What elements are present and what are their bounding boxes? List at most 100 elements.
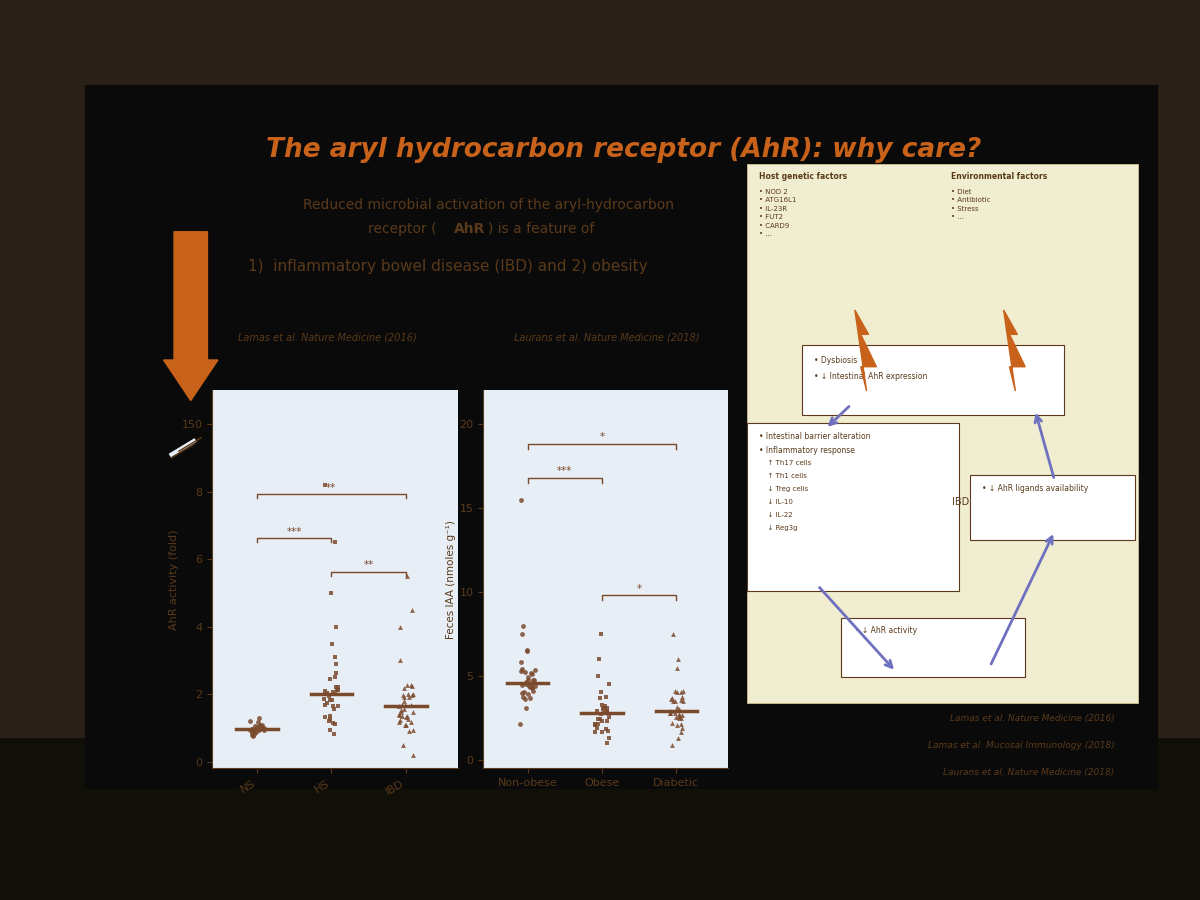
Text: receptor (: receptor ( — [368, 221, 437, 236]
Point — [389, 706, 408, 721]
Point — [518, 673, 538, 688]
Point — [588, 669, 607, 683]
Point — [326, 657, 346, 671]
Point — [242, 722, 262, 736]
Point — [515, 664, 534, 679]
Point — [598, 736, 617, 751]
Polygon shape — [1003, 310, 1025, 391]
FancyBboxPatch shape — [90, 90, 1152, 783]
Text: ***: *** — [557, 466, 572, 476]
Point — [396, 698, 415, 712]
Point — [667, 700, 686, 715]
Text: *: * — [600, 433, 605, 443]
Text: ) is a feature of: ) is a feature of — [488, 221, 595, 236]
Text: • Intestinal barrier alteration: • Intestinal barrier alteration — [758, 431, 870, 440]
Point — [511, 717, 530, 732]
Point — [586, 717, 605, 732]
Point — [670, 711, 689, 725]
Point — [400, 724, 419, 738]
Point — [320, 723, 340, 737]
Point — [662, 737, 682, 751]
Point — [325, 650, 344, 664]
FancyArrow shape — [163, 231, 218, 400]
Text: ***: *** — [287, 526, 302, 536]
Point — [598, 700, 617, 715]
Point — [320, 693, 340, 707]
Point — [526, 662, 545, 677]
Point — [595, 699, 614, 714]
Point — [240, 723, 259, 737]
Point — [662, 716, 682, 730]
Point — [251, 718, 270, 733]
Point — [672, 689, 691, 704]
Point — [241, 715, 260, 729]
Point — [326, 680, 346, 695]
Point — [596, 706, 616, 720]
Point — [593, 702, 612, 716]
Point — [395, 702, 414, 716]
Text: 1)  inflammatory bowel disease (IBD) and 2) obesity: 1) inflammatory bowel disease (IBD) and … — [248, 259, 648, 274]
Point — [662, 691, 682, 706]
Point — [324, 685, 343, 699]
Point — [250, 711, 269, 725]
Text: ↑ Th1 cells: ↑ Th1 cells — [763, 473, 806, 479]
Point — [403, 723, 422, 737]
Bar — [0, 738, 1200, 900]
Point — [391, 653, 410, 668]
Point — [518, 670, 538, 684]
Point — [324, 716, 343, 730]
Text: • ↓ AhR ligands availability: • ↓ AhR ligands availability — [982, 484, 1088, 493]
Text: • ↓ AhR activity: • ↓ AhR activity — [854, 626, 917, 635]
Point — [403, 748, 422, 762]
Point — [589, 652, 608, 666]
FancyBboxPatch shape — [841, 617, 1025, 677]
Point — [242, 722, 262, 736]
Point — [660, 706, 679, 720]
Point — [668, 685, 688, 699]
Point — [329, 680, 348, 694]
Y-axis label: AhR activity (fold): AhR activity (fold) — [169, 529, 179, 630]
Point — [322, 636, 341, 651]
Text: *: * — [637, 584, 642, 594]
Point — [592, 714, 611, 728]
Point — [316, 478, 335, 492]
Point — [389, 707, 408, 722]
Point — [320, 712, 340, 726]
Point — [395, 717, 414, 732]
Point — [590, 712, 610, 726]
Point — [511, 663, 530, 678]
Text: Lamas et al. Nature Medicine (2016): Lamas et al. Nature Medicine (2016) — [950, 715, 1115, 724]
Point — [514, 689, 533, 704]
Point — [673, 684, 692, 698]
Point — [325, 670, 344, 685]
Point — [324, 726, 343, 741]
Point — [670, 709, 689, 724]
Text: Reduced microbial activation of the aryl-hydrocarbon: Reduced microbial activation of the aryl… — [302, 198, 673, 212]
Point — [248, 715, 268, 729]
Point — [317, 697, 336, 711]
Point — [512, 662, 532, 676]
Text: ↑ Th17 cells: ↑ Th17 cells — [763, 460, 811, 466]
Point — [326, 665, 346, 680]
Text: The aryl hydrocarbon receptor (AhR): why care?: The aryl hydrocarbon receptor (AhR): why… — [266, 137, 982, 163]
Point — [242, 725, 262, 740]
Point — [672, 693, 691, 707]
Point — [400, 690, 419, 705]
Point — [522, 666, 541, 680]
FancyBboxPatch shape — [971, 475, 1135, 539]
Point — [397, 709, 416, 724]
Point — [596, 690, 616, 705]
Point — [390, 713, 409, 727]
Point — [594, 706, 613, 721]
Point — [600, 677, 619, 691]
Point — [664, 694, 683, 708]
Point — [515, 691, 534, 706]
Text: Laurans et al. Nature Medicine (2018): Laurans et al. Nature Medicine (2018) — [515, 333, 700, 343]
Point — [248, 723, 268, 737]
Point — [518, 643, 538, 657]
Text: AhR: AhR — [454, 221, 485, 236]
Point — [666, 684, 685, 698]
Point — [396, 710, 415, 724]
Point — [395, 694, 414, 708]
Point — [252, 720, 271, 734]
